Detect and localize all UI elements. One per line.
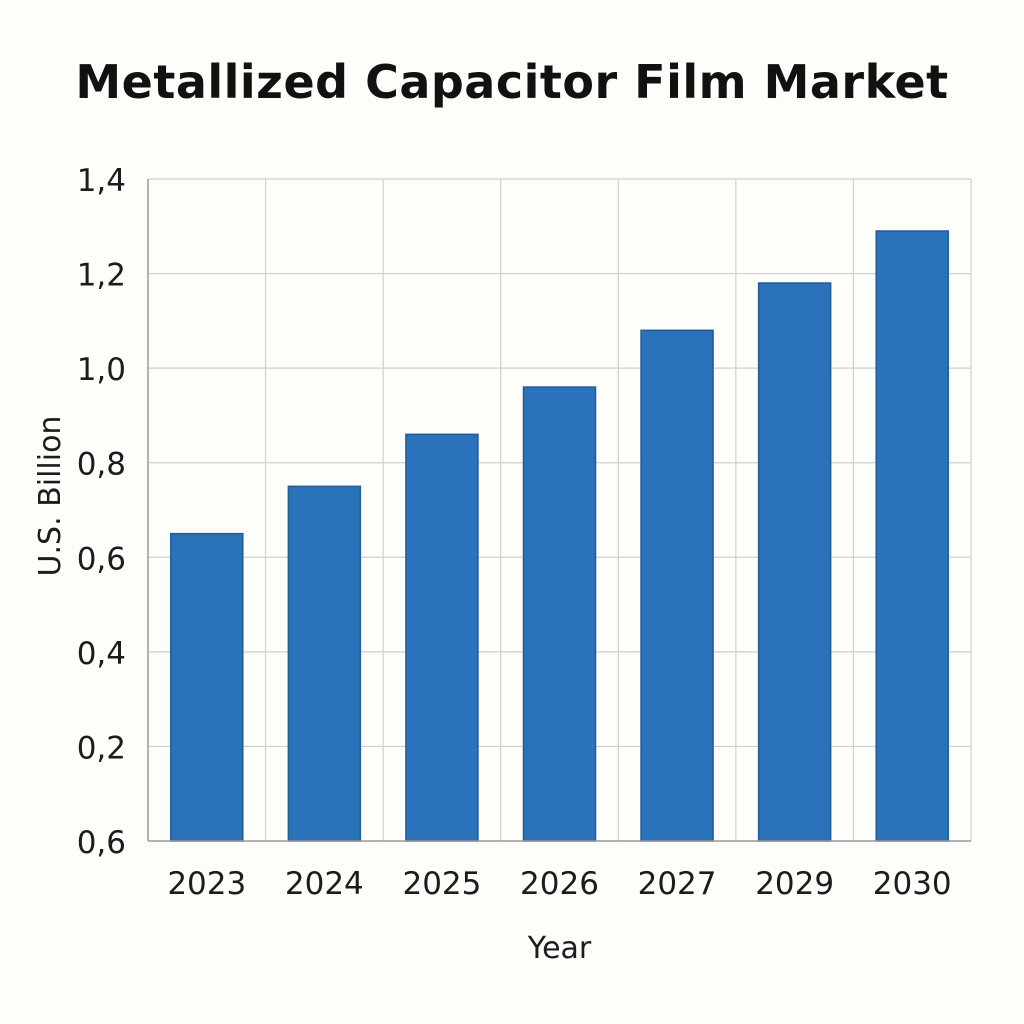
x-tick-label: 2027 [638, 866, 717, 902]
y-tick-label: 0,4 [77, 636, 126, 672]
y-tick-label: 1,2 [77, 258, 126, 294]
y-axis-title: U.S. Billion [33, 416, 68, 577]
bar-2024 [287, 485, 362, 842]
y-tick-label: 0,2 [77, 730, 126, 766]
bars [170, 230, 949, 842]
x-tick-label: 2029 [755, 866, 834, 902]
tick-labels: 0,6 0,2 0,4 0,6 0,8 1,0 1,2 1,4 2023 2024 2025 2026… [77, 163, 952, 902]
x-tick-label: 2030 [873, 866, 952, 902]
y-tick-label: 1,0 [77, 352, 126, 388]
bar-2029 [757, 282, 832, 842]
y-tick-label: 1,4 [77, 163, 126, 199]
chart-title: Metallized Capacitor Film Market [75, 55, 949, 109]
axes [147, 179, 971, 842]
bar-2026 [522, 386, 597, 842]
bar-2025 [405, 433, 479, 842]
bar-2027 [640, 329, 714, 842]
x-tick-label: 2023 [167, 866, 246, 902]
y-tick-label: 0,6 [77, 825, 126, 861]
x-tick-label: 2025 [402, 866, 481, 902]
bar-2023 [170, 532, 244, 842]
y-tick-label: 0,8 [77, 447, 126, 483]
x-axis-title: Year [527, 931, 592, 966]
x-tick-label: 2024 [285, 866, 364, 902]
bar-2030 [875, 230, 949, 842]
x-tick-label: 2026 [520, 866, 599, 902]
y-tick-label: 0,6 [77, 541, 126, 577]
